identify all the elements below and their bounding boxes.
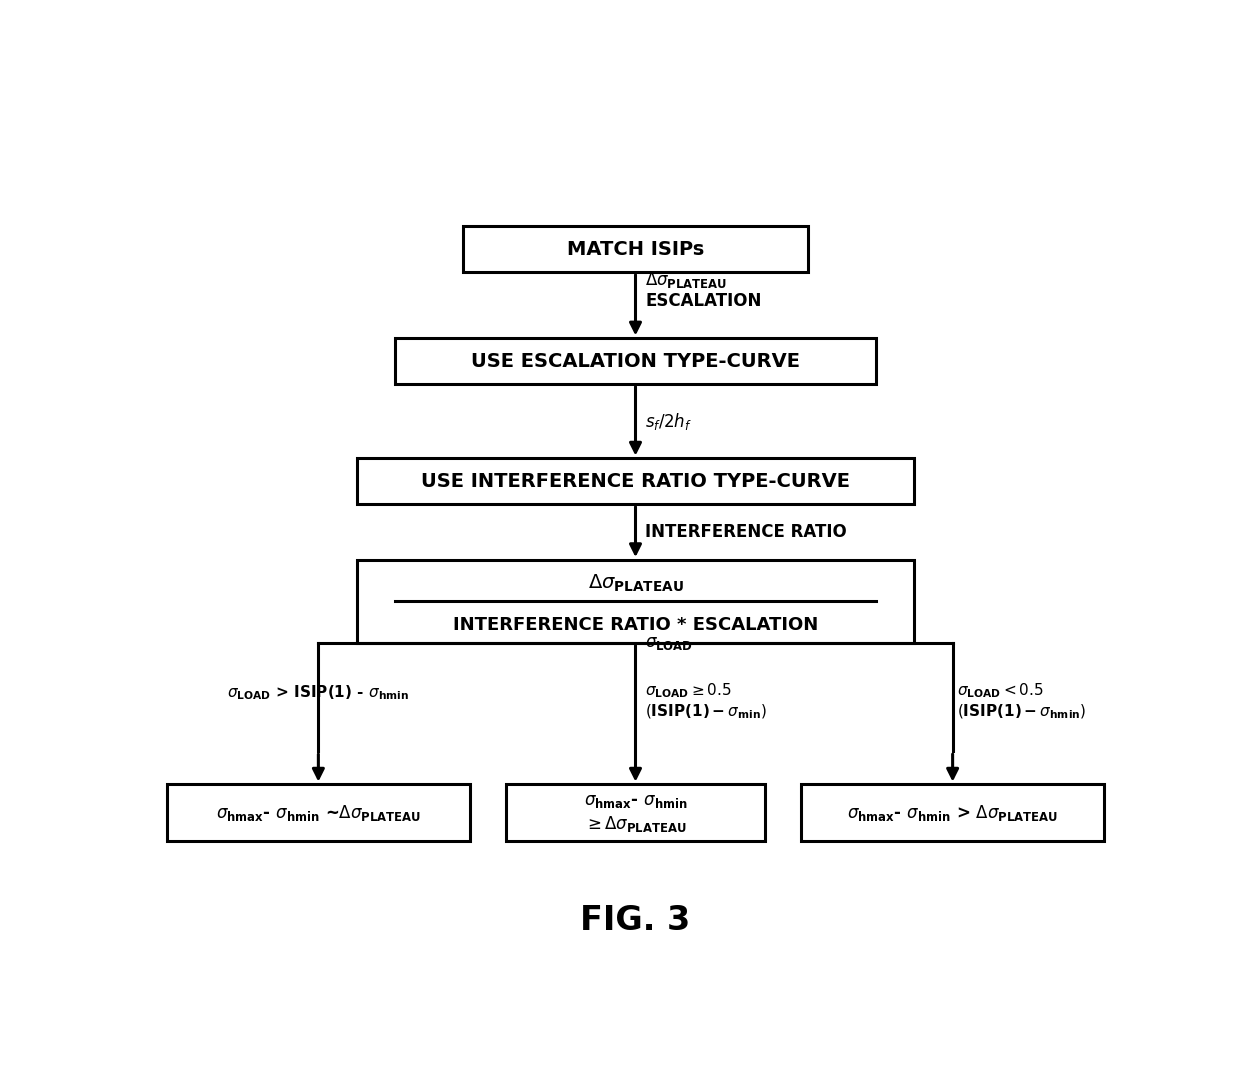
- Text: INTERFERENCE RATIO: INTERFERENCE RATIO: [645, 523, 847, 541]
- Text: MATCH ISIPs: MATCH ISIPs: [567, 240, 704, 258]
- Bar: [463, 226, 808, 272]
- Text: $\sigma_{\mathregular{hmax}}$- $\sigma_{\mathregular{hmin}}$ > $\Delta\sigma_{\m: $\sigma_{\mathregular{hmax}}$- $\sigma_{…: [847, 803, 1058, 823]
- Text: $\sigma_{\mathregular{hmax}}$- $\sigma_{\mathregular{hmin}}$: $\sigma_{\mathregular{hmax}}$- $\sigma_{…: [584, 792, 687, 810]
- Bar: [506, 784, 765, 840]
- Bar: [396, 338, 875, 384]
- Text: $\sigma_{\mathregular{LOAD}} < 0.5$: $\sigma_{\mathregular{LOAD}} < 0.5$: [957, 681, 1044, 699]
- Text: USE ESCALATION TYPE-CURVE: USE ESCALATION TYPE-CURVE: [471, 352, 800, 370]
- Text: $\sigma_{\mathregular{hmax}}$- $\sigma_{\mathregular{hmin}}$ ~$\Delta\sigma_{\ma: $\sigma_{\mathregular{hmax}}$- $\sigma_{…: [216, 803, 420, 823]
- Text: $\sigma_{\mathregular{LOAD}}$: $\sigma_{\mathregular{LOAD}}$: [645, 634, 693, 652]
- Text: $\sigma_{\mathregular{LOAD}}$ > ISIP(1) - $\sigma_{\mathregular{hmin}}$: $\sigma_{\mathregular{LOAD}}$ > ISIP(1) …: [227, 683, 409, 703]
- Text: $(\mathregular{ISIP(1) - }\sigma_{\mathregular{min}})$: $(\mathregular{ISIP(1) - }\sigma_{\mathr…: [645, 703, 766, 721]
- Bar: [167, 784, 470, 840]
- Text: ESCALATION: ESCALATION: [645, 292, 761, 310]
- Text: INTERFERENCE RATIO * ESCALATION: INTERFERENCE RATIO * ESCALATION: [453, 615, 818, 634]
- Bar: [357, 560, 914, 642]
- Text: $\Delta\sigma_{\mathregular{PLATEAU}}$: $\Delta\sigma_{\mathregular{PLATEAU}}$: [645, 270, 727, 291]
- Text: $(\mathregular{ISIP(1) - }\sigma_{\mathregular{hmin}})$: $(\mathregular{ISIP(1) - }\sigma_{\mathr…: [957, 703, 1086, 721]
- Bar: [801, 784, 1104, 840]
- Text: $\Delta\sigma_{\mathregular{PLATEAU}}$: $\Delta\sigma_{\mathregular{PLATEAU}}$: [588, 572, 683, 594]
- Text: $s_f/2h_f$: $s_f/2h_f$: [645, 411, 692, 431]
- Text: $\sigma_{\mathregular{LOAD}} \geq 0.5$: $\sigma_{\mathregular{LOAD}} \geq 0.5$: [645, 681, 732, 699]
- Text: USE INTERFERENCE RATIO TYPE-CURVE: USE INTERFERENCE RATIO TYPE-CURVE: [422, 471, 849, 491]
- Bar: [357, 458, 914, 504]
- Text: $\geq\Delta\sigma_{\mathregular{PLATEAU}}$: $\geq\Delta\sigma_{\mathregular{PLATEAU}…: [584, 815, 687, 834]
- Text: FIG. 3: FIG. 3: [580, 904, 691, 937]
